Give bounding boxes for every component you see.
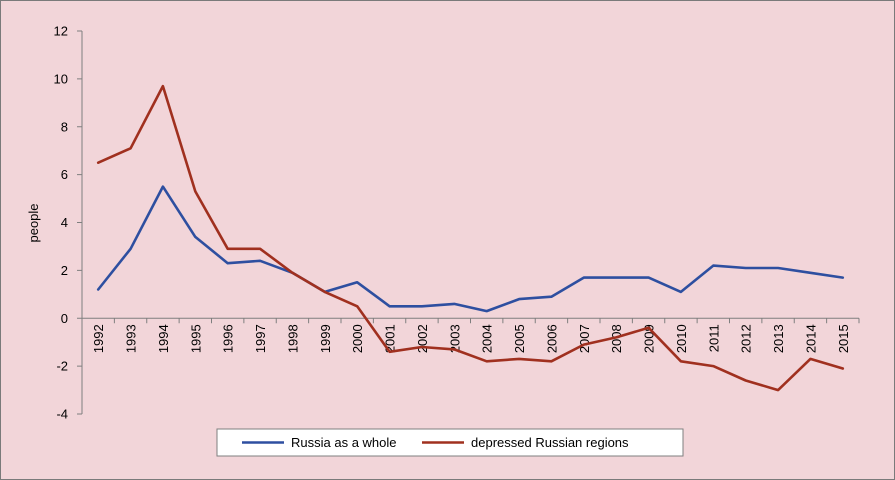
x-tick-label: 2014 xyxy=(803,324,818,353)
y-tick-label: 2 xyxy=(61,263,68,278)
x-tick-label: 1993 xyxy=(124,324,139,353)
x-tick-label: 1996 xyxy=(221,324,236,353)
x-tick-label: 2015 xyxy=(836,324,851,353)
x-tick-label: 2002 xyxy=(415,324,430,353)
x-tick-label: 2010 xyxy=(674,324,689,353)
x-tick-label: 2006 xyxy=(544,324,559,353)
y-tick-label: 4 xyxy=(61,215,68,230)
legend: Russia as a whole depressed Russian regio… xyxy=(216,428,684,457)
x-tick-label: 1992 xyxy=(91,324,106,353)
series-line-depressed-russian-regions xyxy=(96,84,845,392)
legend-label: Russia as a whole xyxy=(291,435,397,450)
y-tick-label: -4 xyxy=(56,407,68,422)
x-tick-label: 2011 xyxy=(706,324,721,352)
y-tick-label: -2 xyxy=(56,359,68,374)
y-tick-label: 10 xyxy=(54,71,68,86)
series-line-russia-as-a-whole xyxy=(96,185,845,313)
series-lines xyxy=(96,84,845,392)
legend-label: depressed Russian regions xyxy=(471,435,629,450)
y-axis: -4 -2 0 2 4 6 8 10 12 xyxy=(54,24,83,422)
y-tick-label: 12 xyxy=(54,24,68,39)
x-tick-label: 2007 xyxy=(577,324,592,353)
x-tick-label: 1995 xyxy=(188,324,203,353)
x-tick-label: 1997 xyxy=(253,324,268,353)
legend-box xyxy=(216,428,684,457)
x-tick-label: 2005 xyxy=(512,324,527,353)
y-tick-label: 6 xyxy=(61,167,68,182)
x-tick-label: 2012 xyxy=(739,324,754,353)
x-tick-label: 2000 xyxy=(350,324,365,353)
x-tick-label: 1994 xyxy=(156,324,171,353)
y-axis-title: people xyxy=(26,203,41,242)
x-tick-label: 2008 xyxy=(609,324,624,353)
x-tick-label: 2001 xyxy=(383,324,398,353)
x-tick-label: 1999 xyxy=(318,324,333,353)
y-tick-label: 0 xyxy=(61,311,68,326)
x-tick-label: 2003 xyxy=(447,324,462,353)
x-tick-label: 1998 xyxy=(285,324,300,353)
x-tick-label: 2013 xyxy=(771,324,786,353)
x-tick-label: 2004 xyxy=(480,324,495,353)
x-axis: 1992 1993 1994 1995 1996 1997 1998 1999 2000 2001… xyxy=(81,317,860,353)
y-tick-label: 8 xyxy=(61,119,68,134)
